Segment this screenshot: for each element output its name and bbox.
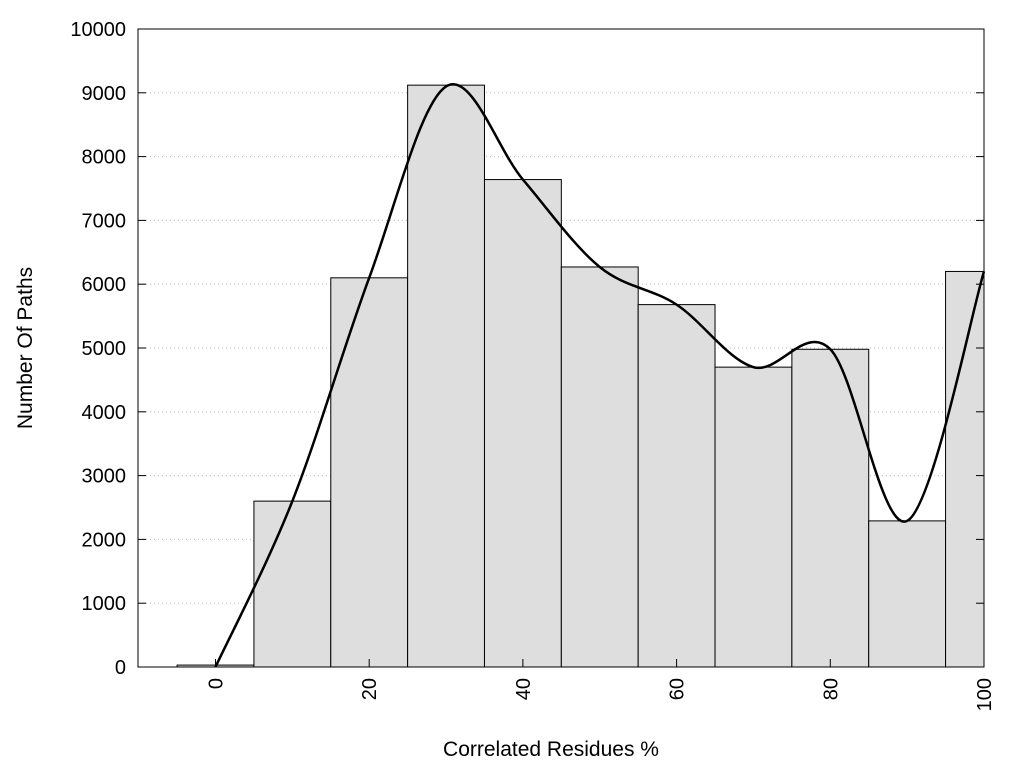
bars (176, 84, 985, 668)
y-tick-label: 7000 (82, 210, 127, 232)
x-tick-label: 20 (359, 678, 381, 700)
bar (407, 84, 485, 668)
x-tick-label: 60 (667, 678, 689, 700)
y-tick-label: 2000 (82, 529, 127, 551)
bar (868, 520, 947, 668)
y-tick-label: 6000 (82, 274, 127, 296)
bar (714, 366, 793, 668)
bar (560, 266, 639, 668)
y-tick-label: 3000 (82, 466, 127, 488)
y-tick-label: 4000 (82, 402, 127, 424)
x-tick-label: 80 (820, 678, 842, 700)
y-tick-label: 10000 (70, 19, 126, 41)
x-axis-title: Correlated Residues % (443, 738, 659, 761)
y-tick-label: 5000 (82, 338, 127, 360)
y-axis-title: Number Of Paths (14, 267, 37, 429)
y-tick-label: 8000 (82, 147, 127, 169)
bar (253, 500, 332, 668)
x-tick-label: 0 (206, 678, 228, 689)
x-tick-label: 100 (974, 678, 996, 711)
bar (791, 348, 870, 668)
bar (483, 179, 562, 668)
y-tick-label: 1000 (82, 593, 127, 615)
bar (945, 270, 985, 668)
bar (330, 277, 409, 668)
bar (637, 304, 716, 668)
series-line (214, 83, 986, 668)
x-axis-ticks: 0 20 40 60 80 100 (206, 659, 996, 711)
y-axis-ticks: 0 1000 2000 3000 4000 5000 6000 7000 8000 9000 100… (70, 19, 984, 679)
x-tick-label: 40 (513, 678, 535, 700)
y-tick-label: 9000 (82, 83, 127, 105)
curve-layer (214, 83, 986, 668)
y-tick-label: 0 (115, 657, 126, 679)
